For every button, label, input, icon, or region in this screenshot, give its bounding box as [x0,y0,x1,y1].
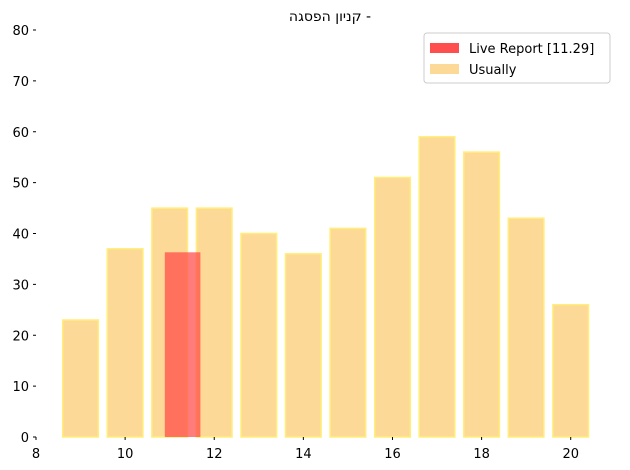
usual-bar [195,207,233,438]
live-bar [164,252,201,437]
y-tick-label: 80 [12,24,29,39]
usual-bar [373,176,412,438]
x-axis: 8 10 12 14 16 18 20 [32,437,579,462]
x-tick-label: 8 [32,447,40,462]
x-tick-label: 20 [562,447,579,462]
usual-bars [61,136,590,438]
usual-bar [284,253,322,438]
usual-bar [329,227,367,438]
x-tick-label: 14 [295,447,312,462]
legend-label-live: Live Report [11.29] [469,42,594,57]
usual-bar [418,136,456,438]
y-tick-label: 60 [12,126,29,141]
legend-swatch-usual [430,64,459,74]
y-axis: 0 10 20 30 40 50 60 70 80 [12,24,36,446]
x-tick-label: 18 [473,447,490,462]
y-tick-label: 10 [12,380,29,395]
usual-bar [552,303,590,438]
x-tick-label: 12 [206,447,223,462]
y-tick-label: 40 [12,228,29,243]
legend-frame [423,32,611,84]
legend: Live Report [11.29] Usually [423,32,611,84]
usual-bar [463,151,501,438]
x-tick-label: 10 [117,447,134,462]
y-tick-label: 20 [12,329,29,344]
x-tick-label: 16 [384,447,401,462]
y-tick-label: 50 [12,177,29,192]
usual-bar [61,319,100,438]
usual-bar [106,248,144,438]
y-tick-label: 30 [12,278,29,293]
y-tick-label: 0 [21,431,29,446]
legend-swatch-live [430,43,459,53]
legend-label-usual: Usually [469,63,517,78]
usual-bar [240,232,278,438]
usual-bar [507,217,545,438]
y-tick-label: 70 [12,75,29,90]
chart-title: קניון הפסגה - [289,9,371,25]
live-bars [164,252,201,437]
